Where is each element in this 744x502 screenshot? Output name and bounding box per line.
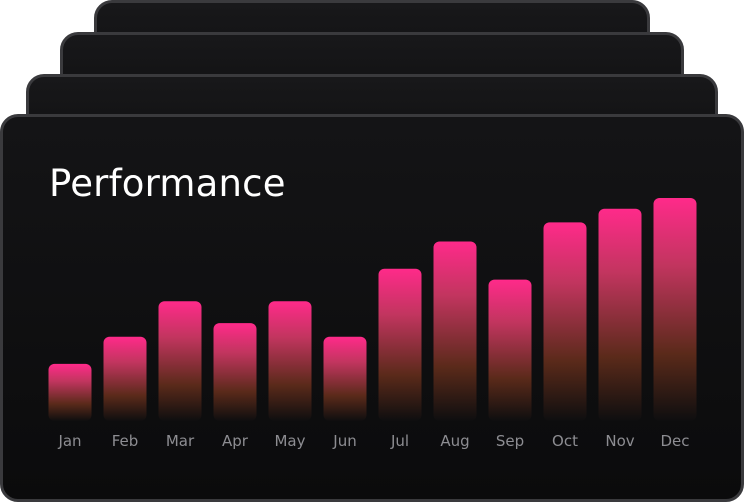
bar-dec <box>653 198 697 421</box>
month-labels-group: Jan Feb Mar Apr May Jun Jul Aug Sep Oct Nov Dec <box>57 432 689 450</box>
month-label-nov: Nov <box>605 432 634 450</box>
month-label-jul: Jul <box>390 432 409 450</box>
month-label-jan: Jan <box>57 432 81 450</box>
month-label-dec: Dec <box>660 432 689 450</box>
bar-aug <box>433 241 477 421</box>
bar-jan <box>48 363 92 421</box>
month-label-apr: Apr <box>222 432 249 450</box>
month-label-feb: Feb <box>112 432 139 450</box>
month-label-mar: Mar <box>166 432 195 450</box>
bar-jul <box>378 268 422 421</box>
chart-title: Performance <box>49 162 286 205</box>
bar-feb <box>103 336 147 421</box>
month-label-jun: Jun <box>332 432 356 450</box>
bar-oct <box>543 222 587 421</box>
month-label-sep: Sep <box>496 432 524 450</box>
bar-nov <box>598 208 642 421</box>
month-label-aug: Aug <box>440 432 469 450</box>
bar-sep <box>488 279 532 421</box>
bar-apr <box>213 323 257 421</box>
month-label-oct: Oct <box>552 432 578 450</box>
bars-group <box>48 198 697 421</box>
bar-jun <box>323 336 367 421</box>
bar-mar <box>158 301 202 421</box>
month-label-may: May <box>274 432 305 450</box>
bar-may <box>268 301 312 421</box>
